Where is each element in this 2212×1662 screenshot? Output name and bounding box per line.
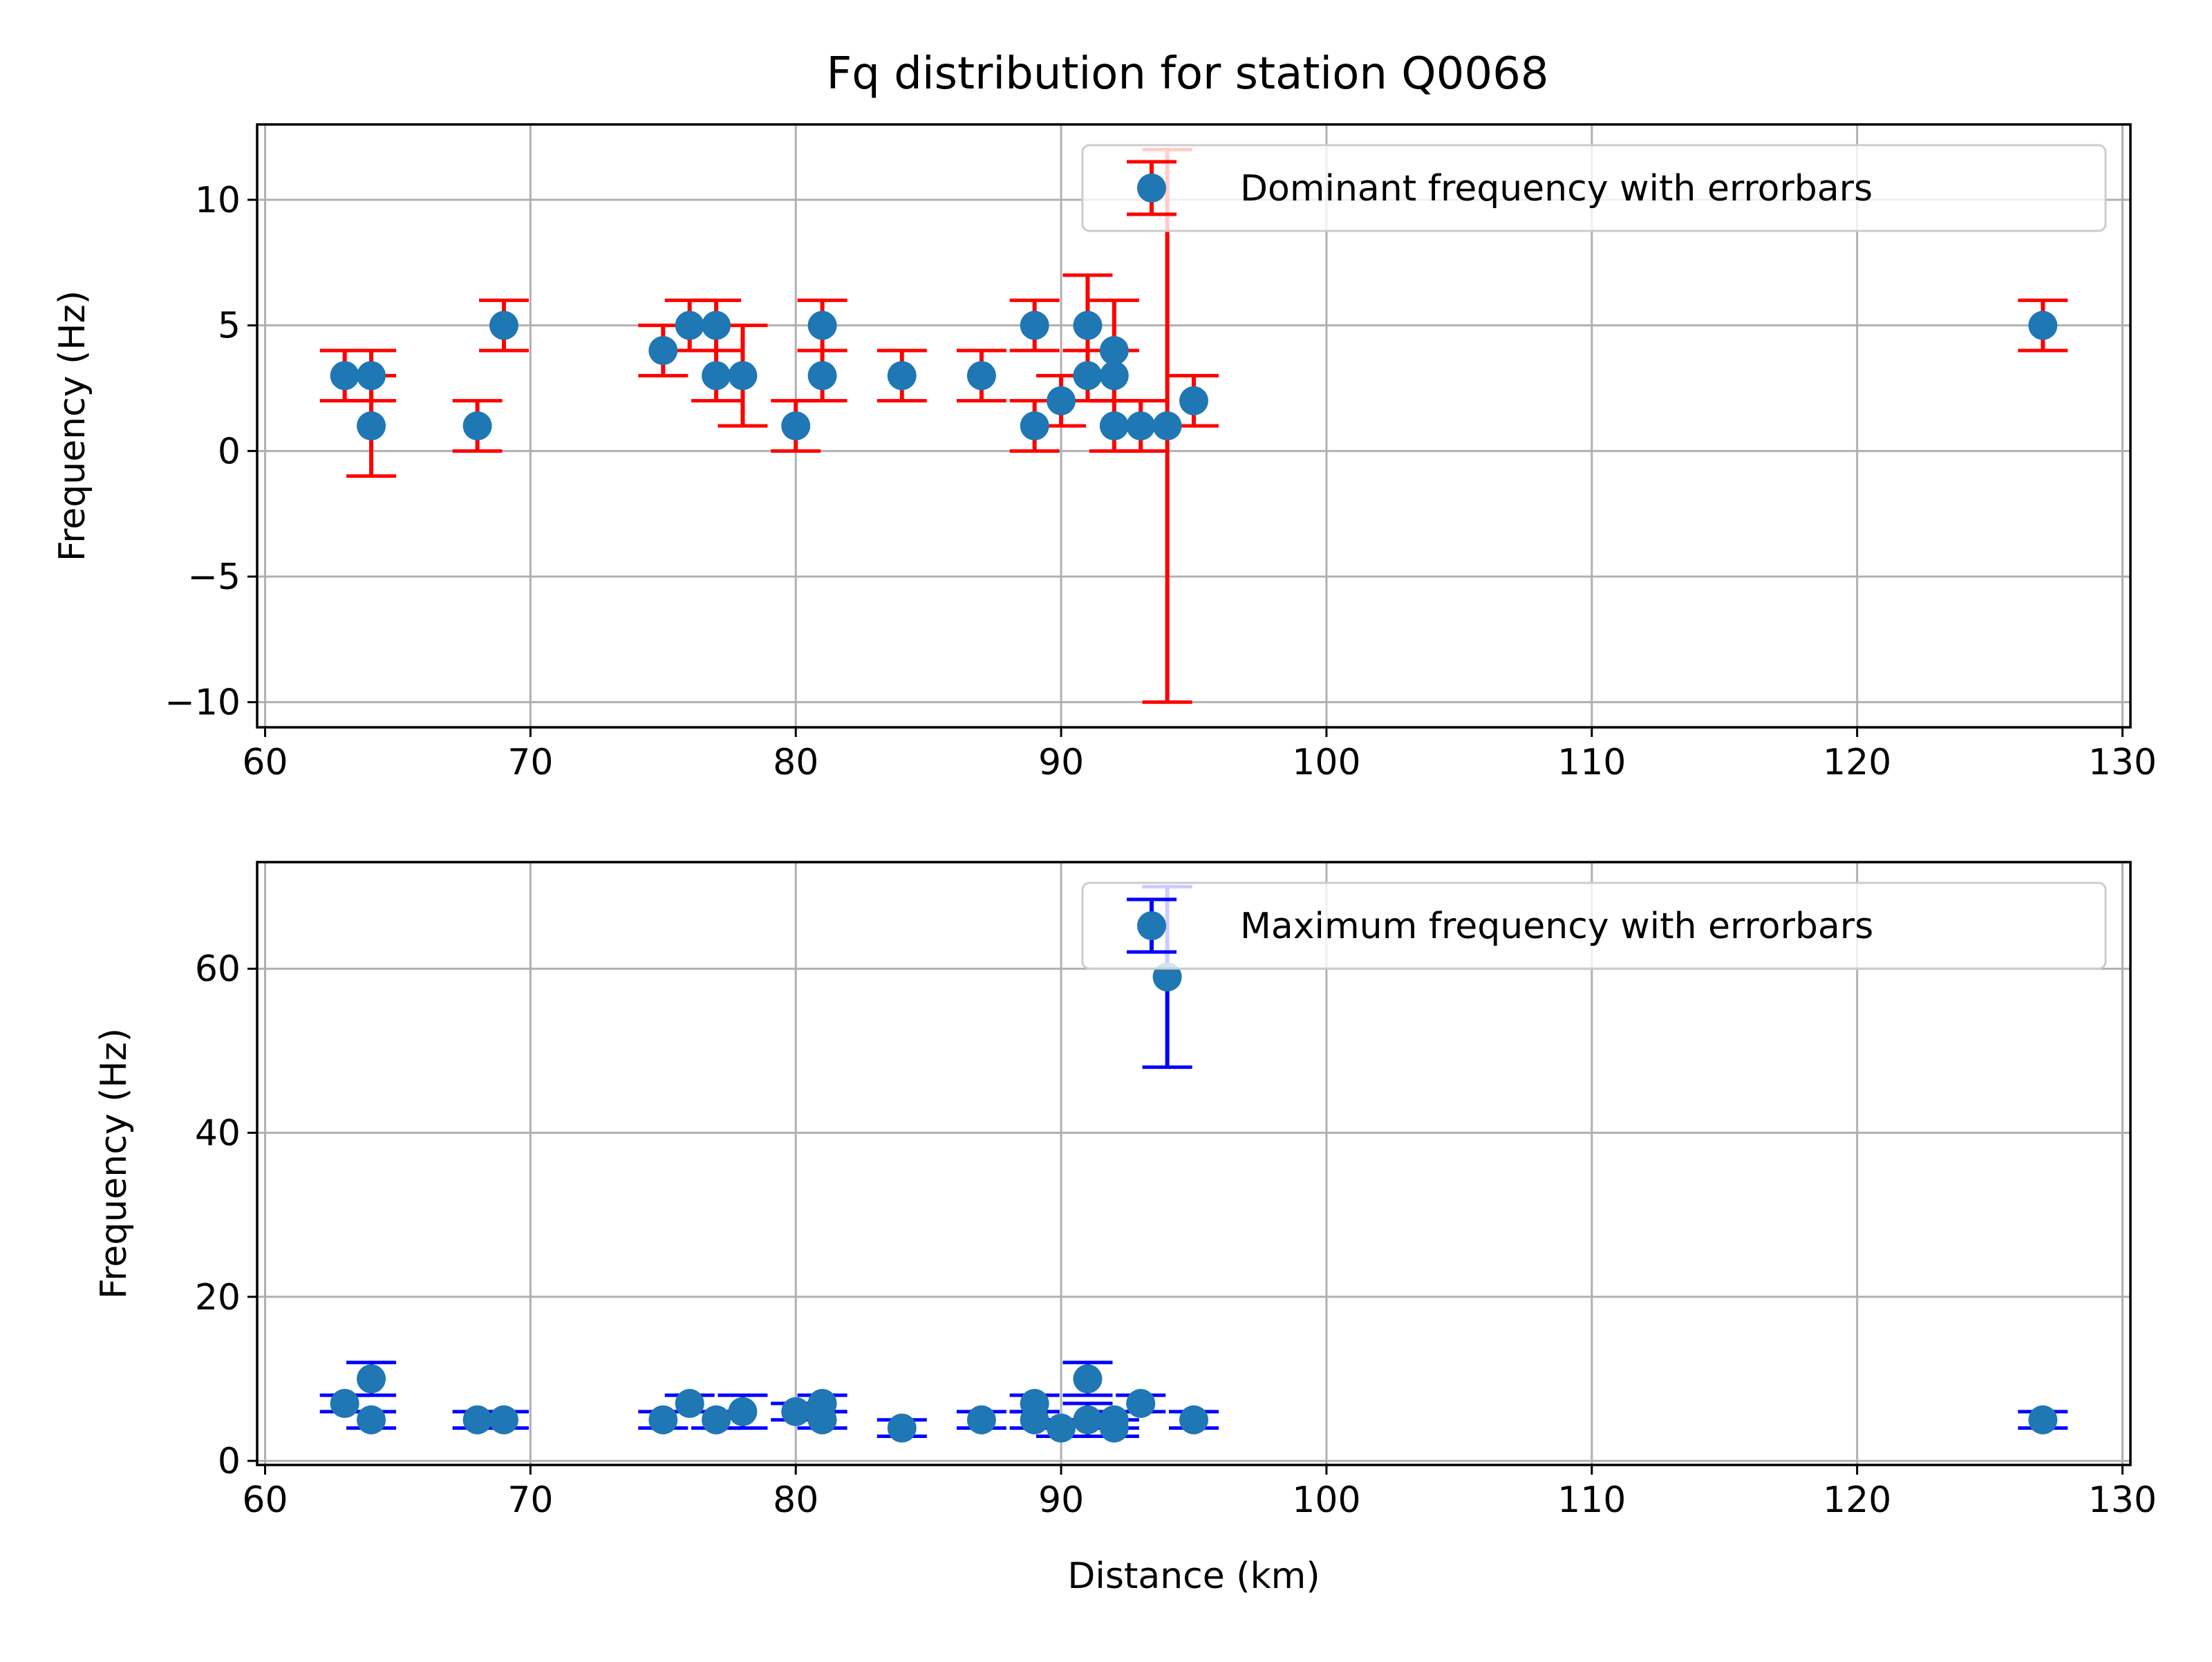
maximum-y-tick-label: 20 — [195, 1277, 241, 1318]
maximum-x-tick-label: 130 — [2088, 1479, 2157, 1521]
dominant-data-point — [357, 411, 386, 440]
maximum-x-tick-label: 80 — [773, 1479, 818, 1521]
maximum-x-tick-label: 60 — [242, 1479, 288, 1521]
dominant-x-tick-label: 100 — [1292, 742, 1360, 783]
maximum-data-point — [330, 1389, 359, 1419]
maximum-x-tick-label: 110 — [1557, 1479, 1626, 1521]
dominant-data-point — [887, 361, 917, 391]
figure-title: Fq distribution for station Q0068 — [826, 48, 1548, 100]
dominant-legend-box — [1081, 144, 2107, 232]
dominant-data-point — [1179, 386, 1208, 416]
dominant-data-point — [675, 310, 704, 340]
dominant-data-point — [702, 310, 731, 340]
maximum-data-point — [807, 1405, 837, 1435]
maximum-axes-frame — [256, 861, 2132, 1466]
dominant-data-point — [1047, 386, 1076, 416]
dominant-data-point — [781, 411, 811, 440]
maximum-data-point — [1073, 1364, 1103, 1394]
maximum-data-point — [1020, 1405, 1049, 1435]
dominant-data-point — [1020, 411, 1049, 440]
maximum-x-tick-label: 90 — [1038, 1479, 1084, 1521]
maximum-y-tick-label: 40 — [195, 1113, 241, 1155]
dominant-y-tick-label: −5 — [187, 557, 241, 598]
dominant-data-point — [1152, 411, 1182, 440]
maximum-legend-label: Maximum frequency with errorbars — [1240, 906, 1873, 947]
dominant-x-tick-label: 80 — [773, 742, 818, 783]
dominant-data-point — [702, 361, 731, 391]
maximum-y-tick-label: 0 — [218, 1441, 241, 1482]
dominant-data-point — [1099, 411, 1129, 440]
maximum-data-point — [702, 1405, 731, 1435]
dominant-y-tick-label: 0 — [218, 431, 241, 472]
dominant-y-tick-label: −10 — [165, 682, 241, 724]
maximum-data-point — [781, 1397, 811, 1426]
maximum-data-point — [489, 1405, 518, 1435]
dominant-axes-frame — [256, 123, 2132, 729]
dominant-frequency-panel: 60 70 80 90 100 110 120 130 −10 −5 0 5 10 Frequency (… — [52, 123, 2157, 783]
maximum-data-point — [462, 1405, 492, 1435]
maximum-data-point — [1152, 962, 1182, 992]
maximum-frequency-panel: 60 70 80 90 100 110 120 130 0 20 40 60 Frequency (Hz… — [93, 861, 2157, 1597]
maximum-data-point — [1179, 1405, 1208, 1435]
dominant-data-point — [1073, 310, 1103, 340]
dominant-data-point — [462, 411, 492, 440]
maximum-legend-box — [1081, 881, 2107, 970]
dominant-data-point — [489, 310, 518, 340]
dominant-data-point — [728, 361, 758, 391]
dominant-data-point — [1126, 411, 1156, 440]
dominant-x-tick-label: 110 — [1557, 742, 1626, 783]
dominant-data-point — [807, 310, 837, 340]
maximum-x-tick-label: 120 — [1823, 1479, 1891, 1521]
dominant-legend-marker — [1137, 174, 1166, 203]
maximum-data-point — [648, 1405, 678, 1435]
dominant-data-point — [807, 361, 837, 391]
maximum-x-tick-label: 70 — [507, 1479, 553, 1521]
dominant-x-tick-label: 60 — [242, 742, 288, 783]
dominant-data-point — [1020, 310, 1049, 340]
dominant-data-point — [1099, 361, 1129, 391]
maximum-x-tick-label: 100 — [1292, 1479, 1360, 1521]
dominant-data-point — [330, 361, 359, 391]
dominant-x-tick-label: 120 — [1823, 742, 1891, 783]
maximum-y-tick-label: 60 — [195, 949, 241, 990]
maximum-data-point — [1047, 1413, 1076, 1443]
maximum-data-point — [728, 1397, 758, 1426]
dominant-x-tick-label: 130 — [2088, 742, 2157, 783]
dominant-x-tick-label: 90 — [1038, 742, 1084, 783]
maximum-data-point — [966, 1405, 996, 1435]
dominant-data-point — [1099, 336, 1129, 365]
dominant-legend-label: Dominant frequency with errorbars — [1240, 168, 1873, 209]
maximum-x-axis-label: Distance (km) — [1067, 1556, 1320, 1597]
maximum-data-point — [887, 1413, 917, 1443]
maximum-data-point — [357, 1405, 386, 1435]
dominant-data-point — [1073, 361, 1103, 391]
maximum-data-point — [2028, 1405, 2058, 1435]
dominant-y-axis-label: Frequency (Hz) — [52, 290, 93, 561]
maximum-data-point — [1126, 1389, 1156, 1419]
dominant-x-tick-label: 70 — [507, 742, 553, 783]
maximum-y-axis-label: Frequency (Hz) — [93, 1028, 135, 1299]
dominant-y-tick-label: 10 — [195, 180, 241, 221]
maximum-data-point — [675, 1389, 704, 1419]
dominant-data-point — [648, 336, 678, 365]
maximum-legend-marker — [1137, 911, 1166, 940]
maximum-data-point — [357, 1364, 386, 1394]
dominant-data-point — [2028, 310, 2058, 340]
dominant-y-tick-label: 5 — [218, 306, 241, 347]
dominant-data-point — [357, 361, 386, 391]
maximum-data-point — [1099, 1413, 1129, 1443]
maximum-data-point — [1073, 1405, 1103, 1435]
dominant-data-point — [966, 361, 996, 391]
